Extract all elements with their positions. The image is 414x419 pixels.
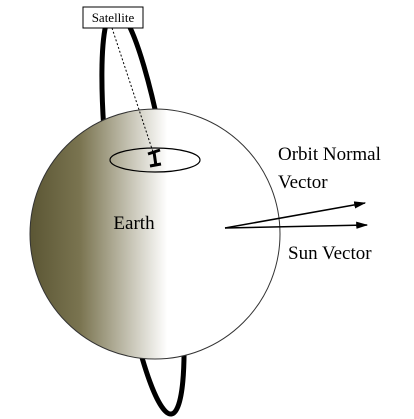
- ground-station: [147, 148, 162, 168]
- line-of-sight: [111, 27, 154, 153]
- orbit-normal-label: Orbit Normal: [278, 144, 381, 165]
- earth-label: Earth: [113, 213, 155, 234]
- satellite-label: Satellite: [92, 10, 135, 25]
- orbit-normal-arrow: [224, 201, 367, 229]
- sun-vector-label: Sun Vector: [288, 243, 372, 264]
- satellite-box: [82, 6, 144, 29]
- sun-vector-arrow: [224, 221, 369, 229]
- earth: [29, 108, 281, 360]
- orbit-normal-label: Vector: [278, 172, 328, 193]
- ground-station-ring: [109, 147, 201, 173]
